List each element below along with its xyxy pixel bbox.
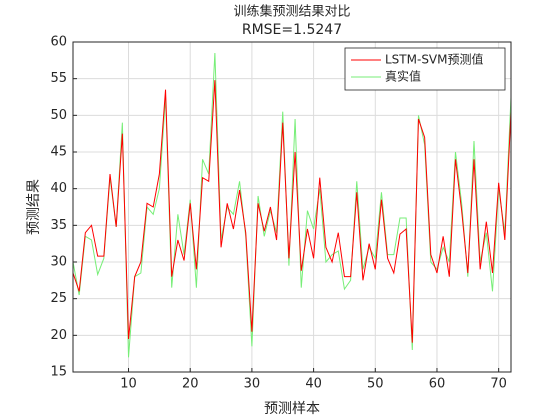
y-tick-label: 25: [50, 291, 67, 306]
x-tick-label: 70: [490, 377, 507, 392]
y-tick-label: 55: [50, 71, 67, 86]
y-tick-label: 45: [50, 145, 67, 160]
y-tick-label: 15: [50, 365, 67, 380]
y-tick-label: 35: [50, 218, 67, 233]
legend-label: LSTM-SVM预测值: [385, 52, 484, 67]
y-tick-label: 20: [50, 328, 67, 343]
x-tick-label: 10: [120, 377, 137, 392]
plot-frame: [72, 41, 512, 373]
legend-box: [344, 47, 506, 91]
legend-label: 真实值: [385, 69, 421, 84]
y-axis-label: 预测结果: [26, 179, 42, 235]
x-tick-label: 50: [367, 377, 384, 392]
x-tick-label: 60: [429, 377, 446, 392]
x-tick-label: 40: [305, 377, 322, 392]
chart-title: 训练集预测结果对比: [233, 4, 350, 20]
x-tick-label: 20: [182, 377, 199, 392]
y-tick-label: 40: [50, 181, 67, 196]
x-axis-label: 预测样本: [264, 401, 320, 417]
y-tick-label: 30: [50, 255, 67, 270]
data-line: [72, 80, 512, 343]
y-tick-label: 60: [50, 35, 67, 50]
chart-subtitle: RMSE=1.5247: [242, 22, 342, 38]
y-tick-label: 50: [50, 108, 67, 123]
x-tick-label: 30: [244, 377, 261, 392]
